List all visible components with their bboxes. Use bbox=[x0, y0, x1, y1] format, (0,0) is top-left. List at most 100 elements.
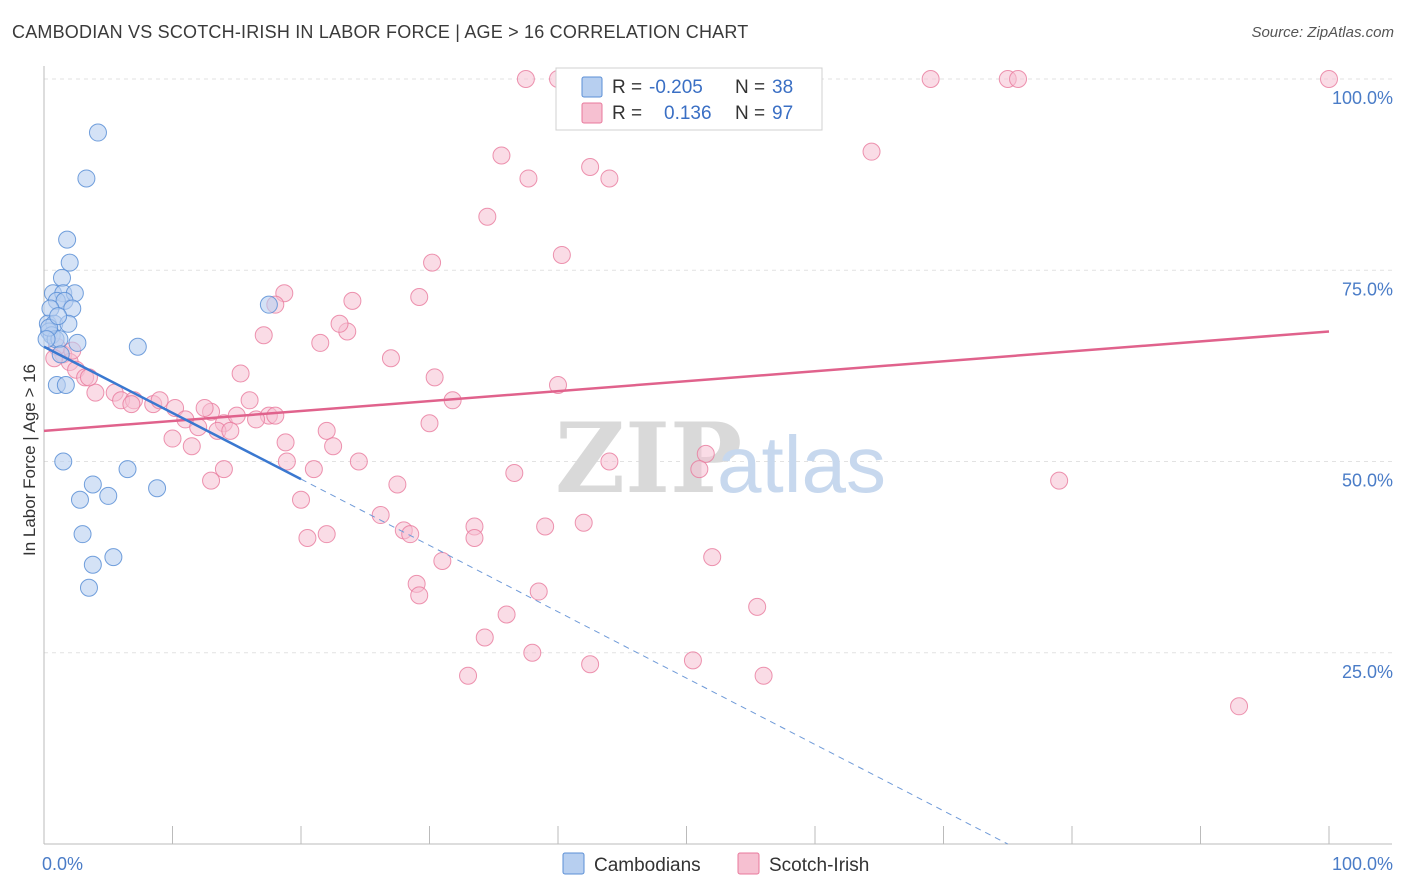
cambodian-point bbox=[70, 490, 89, 509]
scotch-irish-point bbox=[254, 326, 273, 345]
scotch-irish-point bbox=[465, 529, 484, 547]
watermark-zip: ZIP bbox=[555, 402, 742, 515]
cambodian-point bbox=[83, 555, 102, 574]
scotch-irish-point bbox=[519, 169, 538, 188]
cambodian-point bbox=[54, 452, 73, 471]
scotch-irish-point bbox=[497, 605, 516, 624]
cambodian-point bbox=[60, 253, 79, 272]
x-tick-labels: 0.0% 100.0% bbox=[42, 854, 1393, 874]
cambodian-point bbox=[259, 295, 278, 314]
cambodian-point bbox=[58, 230, 77, 249]
cambodian-point bbox=[99, 486, 118, 505]
legend-r-label-1: R = bbox=[612, 77, 642, 98]
cambodian-trend-line bbox=[43, 345, 302, 481]
scotch-irish-point bbox=[703, 548, 722, 567]
scotch-irish-point bbox=[600, 169, 619, 188]
series-legend-scotch-irish: Scotch-Irish bbox=[769, 855, 869, 876]
scotch-irish-point bbox=[523, 643, 542, 662]
watermark-atlas: atlas bbox=[717, 420, 886, 509]
axes bbox=[43, 66, 1392, 845]
scotch-irish-point bbox=[423, 253, 442, 272]
scotch-irish-point bbox=[748, 597, 767, 616]
scotch-irish-point bbox=[240, 391, 259, 410]
scotch-irish-point bbox=[324, 437, 343, 456]
scotch-irish-point bbox=[754, 666, 773, 685]
scotch-irish-point bbox=[420, 414, 439, 433]
scotch-irish-point bbox=[221, 421, 240, 440]
scotch-irish-point bbox=[214, 460, 233, 479]
scotch-irish-point bbox=[1050, 471, 1069, 490]
scotch-irish-point bbox=[349, 452, 368, 471]
scotch-irish-trend-line bbox=[43, 330, 1330, 433]
scotch-irish-point bbox=[581, 157, 600, 176]
legend-r-label-2: R = bbox=[612, 103, 642, 124]
y-tick-label-1: 75.0% bbox=[1342, 279, 1393, 299]
cambodian-point bbox=[73, 525, 92, 544]
scotch-irish-point bbox=[311, 333, 330, 352]
scotch-irish-point bbox=[600, 452, 619, 471]
cambodian-point bbox=[128, 337, 147, 356]
scotch-irish-point bbox=[122, 395, 141, 414]
scotch-irish-point bbox=[276, 433, 295, 452]
scotch-irish-point bbox=[86, 383, 105, 402]
series-legend: Cambodians Scotch-Irish bbox=[562, 852, 869, 876]
scotch-irish-point bbox=[79, 368, 98, 387]
scotch-irish-point bbox=[381, 349, 400, 368]
legend-n-value-2: 97 bbox=[772, 103, 793, 124]
legend-n-label-2: N = bbox=[735, 103, 765, 124]
scotch-irish-point bbox=[330, 314, 349, 333]
scotch-irish-point bbox=[696, 444, 715, 463]
x-tick-label-1: 100.0% bbox=[1332, 854, 1393, 874]
cambodian-point bbox=[49, 307, 68, 326]
scotch-irish-point bbox=[182, 437, 201, 456]
scotch-irish-point bbox=[690, 460, 709, 479]
legend-n-label-1: N = bbox=[735, 77, 765, 98]
stats-legend: R = -0.205 N = 38 R = 0.136 N = 97 bbox=[555, 67, 823, 131]
scotch-irish-point bbox=[459, 666, 478, 685]
cambodian-point bbox=[148, 479, 167, 498]
scotch-irish-point bbox=[388, 475, 407, 494]
legend-swatch-cambodians bbox=[581, 76, 603, 98]
legend-r-value-1: -0.205 bbox=[649, 77, 703, 98]
cambodian-point bbox=[88, 123, 107, 142]
scotch-irish-point bbox=[425, 368, 444, 387]
scotch-irish-point bbox=[1009, 70, 1028, 88]
scotch-irish-point bbox=[475, 628, 494, 647]
legend-r-value-2: 0.136 bbox=[664, 103, 712, 124]
scotch-irish-point bbox=[266, 406, 285, 425]
cambodian-point bbox=[83, 475, 102, 494]
scotch-irish-point bbox=[163, 429, 182, 448]
scotch-irish-point bbox=[292, 490, 310, 509]
scotch-irish-point bbox=[195, 398, 214, 417]
cambodian-trend-extension bbox=[300, 478, 1008, 845]
legend-n-value-1: 38 bbox=[772, 77, 793, 98]
y-axis-label: In Labor Force | Age > 16 bbox=[20, 364, 39, 556]
series-legend-swatch-cambodians bbox=[562, 852, 585, 875]
scotch-irish-point bbox=[549, 376, 567, 394]
scotch-irish-point bbox=[410, 586, 429, 605]
scotch-irish-point bbox=[921, 70, 940, 88]
scotch-irish-point bbox=[343, 291, 362, 310]
legend-swatch-scotch-irish bbox=[581, 102, 603, 124]
scotch-irish-point bbox=[574, 513, 593, 532]
scotch-irish-point bbox=[478, 207, 497, 226]
scotch-irish-point bbox=[231, 364, 250, 383]
cambodian-point bbox=[77, 169, 96, 188]
y-tick-labels: 100.0% 75.0% 50.0% 25.0% bbox=[1332, 88, 1393, 682]
scotch-irish-point bbox=[410, 288, 429, 307]
scotch-irish-point bbox=[552, 245, 571, 264]
cambodian-point bbox=[37, 330, 56, 349]
trend-lines bbox=[43, 330, 1330, 845]
scotch-irish-point bbox=[516, 70, 535, 88]
scotch-irish-point bbox=[371, 506, 390, 525]
scotch-irish-point bbox=[304, 460, 323, 479]
cambodian-point bbox=[68, 333, 87, 352]
y-tick-label-3: 25.0% bbox=[1342, 662, 1393, 682]
cambodian-point bbox=[104, 548, 123, 567]
scotch-irish-point bbox=[317, 421, 336, 440]
scotch-irish-point bbox=[1320, 70, 1338, 88]
scotch-irish-point bbox=[505, 463, 524, 482]
gridlines bbox=[44, 78, 1392, 654]
scotch-irish-point bbox=[317, 525, 336, 544]
scotch-irish-point bbox=[202, 471, 221, 490]
